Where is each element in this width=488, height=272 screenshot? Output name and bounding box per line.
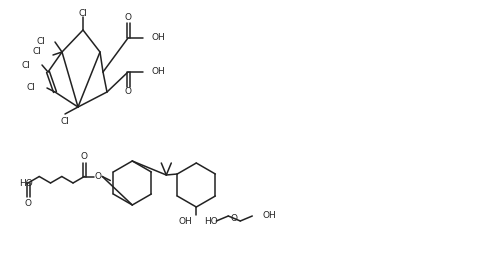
Text: Cl: Cl <box>21 60 30 70</box>
Text: HO: HO <box>19 178 33 187</box>
Text: O: O <box>124 88 131 97</box>
Text: O: O <box>124 14 131 23</box>
Text: O: O <box>230 214 237 223</box>
Text: O: O <box>95 172 102 181</box>
Text: OH: OH <box>151 33 164 42</box>
Text: HO: HO <box>204 217 218 225</box>
Text: Cl: Cl <box>61 116 69 125</box>
Text: Cl: Cl <box>79 8 87 17</box>
Text: Cl: Cl <box>32 48 41 57</box>
Text: OH: OH <box>151 67 164 76</box>
Text: Cl: Cl <box>36 38 45 47</box>
Text: OH: OH <box>178 217 192 225</box>
Text: O: O <box>24 199 31 208</box>
Text: OH: OH <box>262 212 276 221</box>
Text: O: O <box>81 152 88 161</box>
Text: Cl: Cl <box>26 84 35 92</box>
